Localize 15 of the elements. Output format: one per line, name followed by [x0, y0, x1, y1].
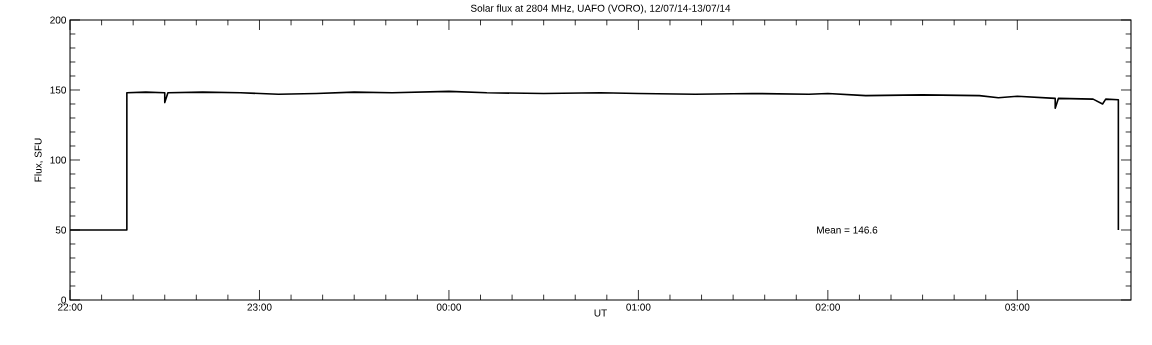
y-tick-label: 150	[50, 86, 67, 94]
chart-title: Solar flux at 2804 MHz, UAFO (VORO), 12/07/14-13/07/14	[470, 4, 731, 14]
x-tick-label: 22:00	[58, 303, 83, 311]
x-tick-label: 02:00	[815, 303, 840, 311]
x-tick-label: 03:00	[1005, 303, 1030, 311]
x-axis-title: UT	[594, 309, 607, 317]
x-tick-label: 00:00	[436, 303, 462, 311]
y-tick-label: 50	[55, 226, 67, 234]
annotation: Mean = 146.6	[817, 226, 878, 234]
y-tick-label: 0	[61, 296, 67, 304]
y-tick-label: 200	[50, 16, 67, 24]
x-tick-label: 01:00	[626, 303, 651, 311]
y-axis-title: Flux, SFU	[34, 138, 43, 182]
x-tick-label: 23:00	[247, 303, 272, 311]
y-tick-label: 100	[50, 156, 67, 164]
